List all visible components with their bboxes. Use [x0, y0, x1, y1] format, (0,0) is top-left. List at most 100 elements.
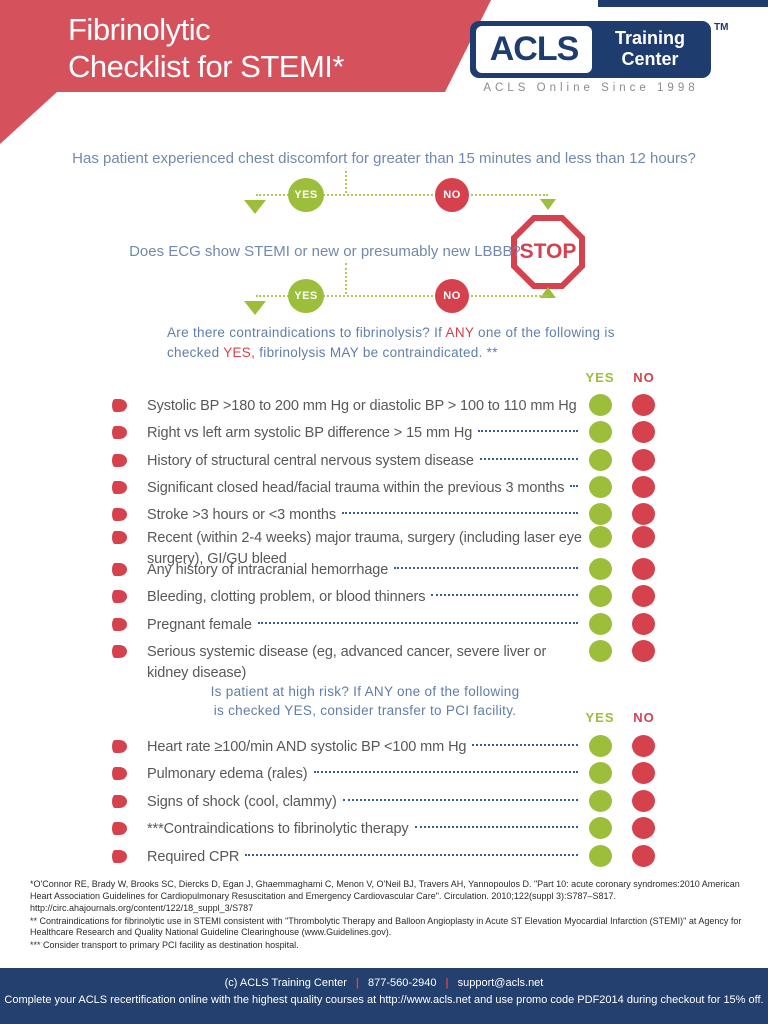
- checklist-item-label: Right vs left arm systolic BP difference…: [147, 425, 473, 441]
- yes-checkbox[interactable]: [589, 845, 612, 867]
- checklist-item-label: Serious systemic disease (eg, advanced c…: [147, 644, 547, 681]
- checklist-item-label: Any history of intracranial hemorrhage: [147, 562, 389, 578]
- no-checkbox[interactable]: [632, 762, 655, 784]
- yes-checkbox[interactable]: [589, 790, 612, 812]
- dotted-leader: [472, 737, 578, 746]
- question-ecg-stemi: Does ECG show STEMI or new or presumably…: [129, 243, 521, 260]
- no-checkbox[interactable]: [632, 558, 655, 580]
- no-checkbox[interactable]: [632, 640, 655, 662]
- checklist-item-label: Pulmonary edema (rales): [147, 766, 308, 782]
- yes-checkbox[interactable]: [589, 762, 612, 784]
- footer-phone[interactable]: 877-560-2940: [368, 977, 437, 989]
- yes-checkbox[interactable]: [589, 449, 612, 471]
- dotted-leader: [257, 615, 578, 624]
- yes-checkbox[interactable]: [589, 526, 612, 548]
- yes-button-q1[interactable]: YES: [288, 178, 324, 212]
- no-checkbox[interactable]: [632, 585, 655, 607]
- connector-line: [345, 171, 347, 193]
- dotted-leader: [245, 847, 578, 856]
- no-checkbox[interactable]: [632, 421, 655, 443]
- column-header-no: NO: [633, 370, 655, 385]
- yes-checkbox[interactable]: [589, 735, 612, 757]
- yes-checkbox[interactable]: [589, 476, 612, 498]
- no-checkbox[interactable]: [632, 394, 655, 416]
- yes-checkbox[interactable]: [589, 640, 612, 662]
- checklist-row: Stroke >3 hours or <3 months: [112, 503, 658, 526]
- red-bullet-icon: [112, 767, 127, 780]
- checklist-row: Required CPR: [112, 845, 658, 868]
- checklist-row: Serious systemic disease (eg, advanced c…: [112, 640, 658, 684]
- separator: |: [445, 977, 449, 989]
- acls-logo-training: Training: [614, 28, 685, 48]
- dotted-leader: [342, 505, 578, 514]
- high-risk-note-line1: Is patient at high risk? If ANY one of t…: [210, 684, 520, 699]
- column-header-yes: YES: [585, 370, 615, 385]
- yes-checkbox[interactable]: [589, 613, 612, 635]
- no-button-q1[interactable]: NO: [435, 178, 469, 212]
- checklist-item-label: History of structural central nervous sy…: [147, 453, 474, 469]
- column-header-no: NO: [633, 710, 655, 725]
- yes-checkbox[interactable]: [589, 817, 612, 839]
- red-bullet-icon: [112, 822, 127, 835]
- red-bullet-icon: [112, 531, 127, 544]
- yes-button-q2[interactable]: YES: [288, 279, 324, 313]
- checklist-row: Heart rate ≥100/min AND systolic BP <100…: [112, 735, 658, 758]
- no-checkbox[interactable]: [632, 817, 655, 839]
- logo-tagline: ACLS Online Since 1998: [483, 82, 699, 94]
- checklist-item-label: Systolic BP >180 to 200 mm Hg or diastol…: [147, 398, 577, 414]
- no-button-q2[interactable]: NO: [435, 279, 469, 313]
- no-checkbox[interactable]: [632, 476, 655, 498]
- dotted-leader: [431, 587, 578, 596]
- checklist-row: ***Contraindications to fibrinolytic the…: [112, 817, 658, 840]
- note-text: Are there contraindications to fibrinoly…: [167, 325, 446, 340]
- no-checkbox[interactable]: [632, 503, 655, 525]
- yes-checkbox[interactable]: [589, 503, 612, 525]
- red-bullet-icon: [112, 850, 127, 863]
- note-text: one of the following is checked: [167, 325, 615, 360]
- footer-email[interactable]: support@acls.net: [457, 977, 544, 989]
- checklist-item-label: Bleeding, clotting problem, or blood thi…: [147, 589, 426, 605]
- footer-bar: (c) ACLS Training Center | 877-560-2940 | su…: [0, 968, 768, 1024]
- no-checkbox[interactable]: [632, 613, 655, 635]
- dotted-leader: [414, 819, 578, 828]
- acls-logo: ACLS Training Center: [470, 21, 711, 78]
- red-bullet-icon: [112, 563, 127, 576]
- red-bullet-icon: [112, 795, 127, 808]
- separator: |: [355, 977, 359, 989]
- page-title: Fibrinolytic Checklist for STEMI*: [68, 11, 344, 85]
- no-checkbox[interactable]: [632, 735, 655, 757]
- checklist-row: Recent (within 2-4 weeks) major trauma, …: [112, 526, 658, 570]
- note-text: fibrinolysis MAY be contraindicated. **: [255, 344, 498, 360]
- checklist-row: Right vs left arm systolic BP difference…: [112, 421, 658, 444]
- dotted-leader: [313, 764, 578, 773]
- checklist-row: Any history of intracranial hemorrhage: [112, 558, 658, 581]
- footer-contact-line: (c) ACLS Training Center | 877-560-2940 | su…: [0, 977, 768, 989]
- dotted-leader: [479, 451, 578, 460]
- footnotes: *O'Connor RE, Brady W, Brooks SC, Dierck…: [30, 879, 744, 952]
- connector-line: [256, 194, 548, 196]
- trademark-symbol: TM: [714, 22, 729, 33]
- no-checkbox[interactable]: [632, 790, 655, 812]
- checklist-row: Pulmonary edema (rales): [112, 762, 658, 785]
- red-bullet-icon: [112, 645, 127, 658]
- yes-checkbox[interactable]: [589, 394, 612, 416]
- footnote-1-url: http://circ.ahajournals.org/content/122/…: [30, 903, 254, 913]
- red-bullet-icon: [112, 590, 127, 603]
- yes-checkbox[interactable]: [589, 421, 612, 443]
- yes-checkbox[interactable]: [589, 585, 612, 607]
- top-navy-strip: [598, 0, 768, 7]
- checklist-row: Signs of shock (cool, clammy): [112, 790, 658, 813]
- no-checkbox[interactable]: [632, 526, 655, 548]
- no-checkbox[interactable]: [632, 449, 655, 471]
- yes-checkbox[interactable]: [589, 558, 612, 580]
- connector-line: [256, 295, 548, 297]
- arrow-down-icon: [244, 301, 266, 315]
- red-bullet-icon: [112, 399, 127, 412]
- page-title-line1: Fibrinolytic: [68, 12, 211, 47]
- no-checkbox[interactable]: [632, 845, 655, 867]
- footer-copyright: (c) ACLS Training Center: [224, 977, 347, 989]
- dotted-leader: [394, 560, 578, 569]
- arrow-down-icon: [540, 199, 556, 210]
- stop-sign: STOP: [511, 215, 585, 289]
